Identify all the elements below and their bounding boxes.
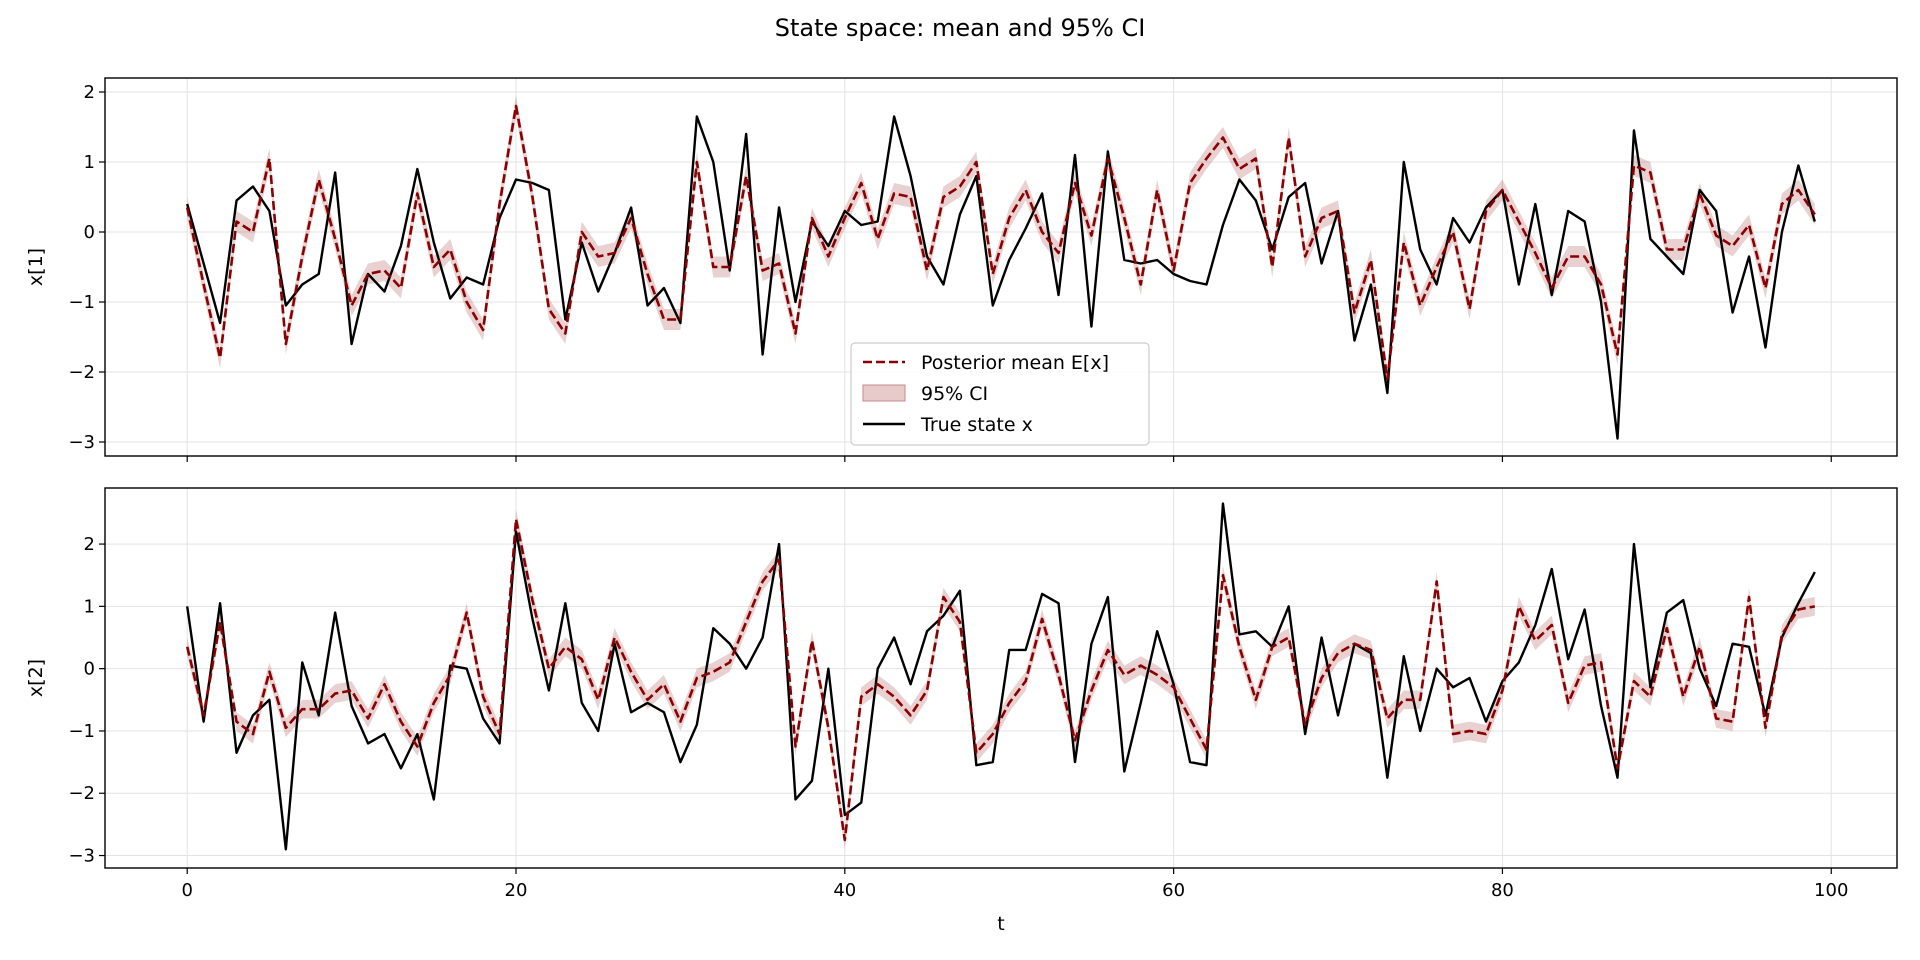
true-state-line — [186, 502, 1816, 851]
legend-label: True state x — [920, 414, 1033, 436]
x-axis-label: t — [997, 913, 1004, 935]
legend-swatch-ci — [862, 384, 906, 402]
x-tick-label: 100 — [1814, 880, 1848, 901]
x-tick-label: 40 — [833, 880, 856, 901]
y-tick-label: 1 — [84, 596, 95, 617]
y-tick-label: −3 — [68, 846, 95, 867]
y-tick-label: −1 — [68, 721, 95, 742]
axes-frame — [104, 77, 1898, 457]
plot-area — [185, 95, 1816, 440]
x-tick-label: 80 — [1491, 880, 1514, 901]
legend-box — [850, 342, 1150, 446]
y-tick-label: −1 — [68, 292, 95, 313]
grid — [105, 488, 1897, 868]
y-tick-label: 2 — [84, 534, 95, 555]
legend-label: Posterior mean E[x] — [921, 352, 1109, 374]
legend-label: 95% CI — [921, 383, 988, 405]
x-tick-label: 60 — [1162, 880, 1185, 901]
posterior-mean-line — [185, 517, 1816, 842]
legend: Posterior mean E[x] 95% CI True state x — [850, 342, 1150, 446]
y-axis-label: x[1] — [25, 248, 47, 286]
x-tick-label: 20 — [505, 880, 528, 901]
y-axis-label: x[2] — [25, 659, 47, 697]
posterior-mean-line — [185, 104, 1816, 381]
y-tick-label: 0 — [84, 222, 95, 243]
y-tick-label: −2 — [68, 362, 95, 383]
panel-x1: −3 −2 −1 0 1 2 x[1] — [25, 77, 1898, 462]
true-state-line — [186, 115, 1816, 440]
y-tick-label: −3 — [68, 432, 95, 453]
y-tick-label: 2 — [84, 82, 95, 103]
plot-area — [185, 502, 1816, 851]
ci-band — [187, 509, 1815, 850]
y-tick-label: −2 — [68, 783, 95, 804]
y-tick-label: 1 — [84, 152, 95, 173]
x-tick-label: 0 — [181, 880, 192, 901]
chart-title: State space: mean and 95% CI — [775, 14, 1146, 42]
y-tick-label: 0 — [84, 659, 95, 680]
axes-frame — [104, 487, 1898, 869]
